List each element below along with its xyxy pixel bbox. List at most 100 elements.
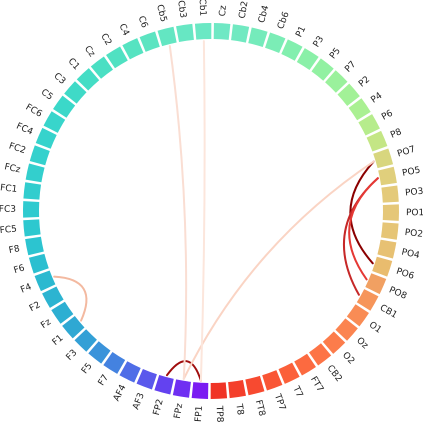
node-segment-fz-40 [51, 301, 74, 324]
node-segment-fpz-32 [172, 379, 191, 398]
node-label: C2 [98, 32, 113, 47]
node-label: P8 [389, 127, 403, 141]
node-label: Cb1 [197, 0, 208, 16]
node-label: F6 [13, 263, 27, 276]
node-label: O1 [367, 320, 383, 336]
node-segment-f3-38 [74, 329, 97, 352]
node-segment-cb3-60 [176, 23, 194, 42]
node-segment-fc1-47 [23, 182, 42, 200]
node-segment-c5-52 [53, 95, 76, 118]
node-segment-t8-29 [228, 380, 246, 399]
node-segment-cz-0 [213, 23, 231, 40]
node-segment-cb4-2 [248, 27, 268, 47]
node-segment-po3-14 [381, 185, 399, 203]
node-label: TP7 [272, 392, 287, 412]
node-label: FP1 [194, 405, 205, 422]
connection-line-5 [53, 275, 88, 322]
node-label: P6 [380, 108, 395, 122]
node-segment-c6-58 [139, 31, 160, 52]
node-segment-f7-36 [103, 351, 126, 374]
node-segment-p4-9 [348, 98, 371, 121]
node-label: PO4 [401, 248, 421, 262]
node-label: CB1 [378, 303, 399, 321]
node-label: C1 [66, 57, 82, 73]
node-segment-f2-41 [42, 286, 64, 308]
node-segment-f8-44 [25, 236, 44, 256]
node-label: P2 [357, 75, 372, 90]
node-label: FT7 [308, 375, 325, 394]
node-label: AF4 [112, 383, 129, 403]
node-label: PO1 [406, 208, 423, 218]
node-segment-cb1-61 [194, 23, 212, 40]
node-segment-cb5-59 [157, 26, 177, 47]
node-label: T8 [233, 402, 245, 416]
node-label: PO2 [404, 228, 423, 240]
node-segment-f5-37 [88, 341, 111, 364]
node-segment-tp7-27 [262, 370, 283, 391]
connection-line-7 [199, 40, 206, 382]
node-segment-c1-54 [76, 68, 100, 91]
connection-line-3 [165, 360, 202, 382]
node-segment-cb2-24 [309, 343, 332, 366]
node-segment-fc6-51 [43, 111, 66, 133]
node-segment-fc4-50 [35, 127, 57, 149]
connection-line-6 [168, 45, 188, 380]
node-segment-c2-56 [106, 46, 128, 69]
node-segment-po6-18 [372, 256, 393, 277]
node-label: C3 [51, 71, 67, 86]
node-label: P3 [312, 35, 326, 50]
node-label: Cb5 [154, 4, 168, 24]
node-label: P4 [369, 91, 384, 106]
node-label: Cb6 [276, 10, 292, 30]
node-label: F1 [51, 333, 66, 348]
node-label: O2 [340, 350, 356, 366]
connection-line-2 [348, 177, 379, 281]
node-label: P7 [343, 60, 358, 75]
node-label: Cb4 [257, 4, 271, 24]
node-segment-p8-11 [366, 130, 388, 152]
node-segment-fp2-33 [154, 375, 174, 395]
node-segment-p6-10 [358, 114, 380, 136]
node-label: P1 [294, 25, 308, 39]
node-label: PO7 [396, 145, 416, 160]
node-label: FCz [3, 162, 21, 175]
node-segment-o2-23 [322, 331, 346, 354]
node-label: F8 [8, 244, 21, 256]
node-label: C5 [39, 88, 55, 103]
node-label: PO3 [405, 187, 423, 199]
node-segment-t7-26 [278, 362, 300, 384]
node-label: Cz [218, 5, 229, 17]
node-label: PO8 [387, 285, 408, 302]
connection-line-4 [182, 160, 375, 380]
node-segment-f6-43 [28, 253, 49, 274]
node-segment-po2-16 [380, 222, 399, 240]
node-label: Oz [354, 336, 370, 351]
node-label: FC6 [24, 102, 44, 119]
node-segment-cb1-20 [356, 289, 379, 311]
node-label: PO6 [395, 267, 416, 282]
node-label: P5 [328, 46, 343, 61]
node-segment-po1-15 [382, 204, 399, 221]
node-segment-fc3-46 [23, 201, 40, 218]
node-label: T7 [290, 384, 304, 399]
node-ring [23, 23, 399, 400]
node-label: F2 [28, 300, 42, 314]
node-label: C6 [136, 15, 150, 30]
node-segment-tp8-30 [210, 382, 228, 400]
node-label: Fz [39, 317, 53, 331]
node-segment-f1-39 [62, 316, 85, 339]
node-label: TP8 [214, 405, 225, 422]
node-segment-fc2-49 [29, 145, 50, 166]
node-segment-cz-55 [90, 56, 113, 79]
node-label: F5 [80, 361, 95, 376]
node-segment-p7-7 [325, 70, 348, 93]
node-segment-f4-42 [34, 270, 56, 292]
node-segment-c3-53 [64, 81, 87, 104]
node-segment-oz-22 [335, 318, 358, 341]
node-segment-po5-13 [378, 166, 397, 186]
node-segment-fc5-45 [23, 219, 41, 237]
node-label: FP2 [152, 398, 166, 416]
